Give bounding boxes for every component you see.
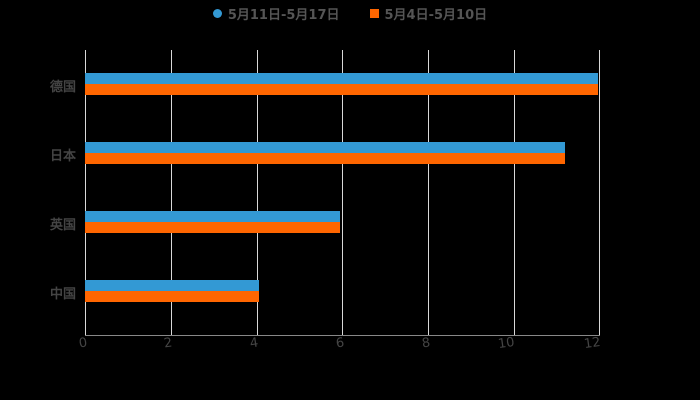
- legend-label-series1: 5月11日-5月17日: [227, 8, 340, 23]
- category-label-germany: 德国: [50, 80, 77, 95]
- legend-swatch-series1: [212, 9, 222, 18]
- x-tick-label: 6: [334, 335, 346, 352]
- gridline: [257, 50, 258, 335]
- x-tick-label: 10: [497, 334, 516, 353]
- x-tick-label: 2: [162, 335, 174, 352]
- x-tick-label: 12: [583, 334, 602, 353]
- gridline: [342, 50, 343, 335]
- plot-area: [85, 50, 600, 336]
- category-label-china: 中国: [50, 287, 77, 302]
- bar-japan-series2[interactable]: [85, 153, 565, 164]
- category-label-japan: 日本: [50, 149, 77, 164]
- bar-uk-series2[interactable]: [85, 222, 340, 233]
- legend-item-series2[interactable]: 5月4日-5月10日: [369, 4, 488, 23]
- bar-china-series2[interactable]: [85, 291, 259, 302]
- x-axis-line: [85, 335, 600, 336]
- gridline: [514, 50, 515, 335]
- legend-item-series1[interactable]: 5月11日-5月17日: [212, 4, 340, 23]
- gridline: [85, 50, 86, 335]
- legend-swatch-series2: [369, 9, 379, 18]
- bar-uk-series1[interactable]: [85, 211, 340, 222]
- chart-legend: 5月11日-5月17日 5月4日-5月10日: [0, 4, 700, 23]
- bar-japan-series1[interactable]: [85, 142, 565, 153]
- legend-label-series2: 5月4日-5月10日: [384, 8, 488, 23]
- gridline: [171, 50, 172, 335]
- gridline: [599, 50, 600, 335]
- x-tick-label: 4: [248, 335, 260, 352]
- x-tick-label: 8: [420, 335, 432, 352]
- gridline: [428, 50, 429, 335]
- bar-germany-series1[interactable]: [85, 73, 598, 84]
- bar-germany-series2[interactable]: [85, 84, 598, 95]
- x-tick-label: 0: [77, 335, 89, 352]
- category-label-uk: 英国: [50, 218, 77, 233]
- bar-china-series1[interactable]: [85, 280, 259, 291]
